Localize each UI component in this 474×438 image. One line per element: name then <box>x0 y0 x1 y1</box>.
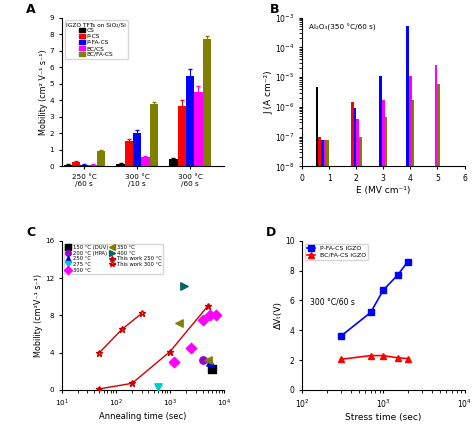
Bar <box>80 165 89 166</box>
Bar <box>202 39 211 166</box>
BC/FA-CS IGZO <box>395 355 401 360</box>
Bar <box>125 141 133 166</box>
This work 250 °C <box>205 304 210 309</box>
Bar <box>356 119 359 438</box>
This work 250 °C <box>97 386 102 392</box>
Line: This work 300 °C: This work 300 °C <box>96 310 145 356</box>
P-FA-CS IGZO <box>381 287 386 293</box>
Bar <box>351 102 354 438</box>
150 °C (DUV) <box>208 366 216 373</box>
Y-axis label: ΔVₜ(V): ΔVₜ(V) <box>274 301 283 329</box>
200 °C (HPA) <box>199 357 206 364</box>
Bar <box>133 133 141 166</box>
350 °C <box>176 319 183 326</box>
Bar <box>406 26 409 438</box>
Bar <box>412 100 414 438</box>
Line: This work 250 °C: This work 250 °C <box>96 303 211 392</box>
Bar <box>186 76 194 166</box>
Bar <box>319 137 321 438</box>
Text: 300 °C/60 s: 300 °C/60 s <box>310 297 355 307</box>
Bar <box>379 76 382 438</box>
P-FA-CS IGZO <box>368 310 374 315</box>
P-FA-CS IGZO <box>395 272 401 278</box>
Bar <box>384 117 387 438</box>
300 °C <box>188 344 195 351</box>
Bar <box>141 156 150 166</box>
BC/FA-CS IGZO <box>338 357 344 362</box>
X-axis label: Annealing time (sec): Annealing time (sec) <box>99 412 187 420</box>
This work 300 °C <box>119 327 125 332</box>
Bar <box>316 88 319 438</box>
P-FA-CS IGZO <box>405 259 410 265</box>
Line: P-FA-CS IGZO: P-FA-CS IGZO <box>338 259 410 339</box>
Text: D: D <box>266 226 276 240</box>
Text: C: C <box>26 226 35 240</box>
300 °C <box>171 358 178 365</box>
275 °C <box>154 384 162 391</box>
Line: BC/FA-CS IGZO: BC/FA-CS IGZO <box>338 353 410 362</box>
Bar <box>178 106 186 166</box>
Bar <box>354 108 356 438</box>
Text: A: A <box>26 3 36 16</box>
Legend: CS, P-CS, P-FA-CS, BC/CS, BC/FA-CS: CS, P-CS, P-FA-CS, BC/CS, BC/FA-CS <box>64 21 128 59</box>
Bar <box>324 140 327 438</box>
250 °C <box>206 358 214 365</box>
Bar <box>359 137 362 438</box>
300 °C <box>206 312 214 319</box>
P-FA-CS IGZO <box>338 334 344 339</box>
This work 300 °C <box>139 311 145 316</box>
Text: Al₂O₃(350 °C/60 s): Al₂O₃(350 °C/60 s) <box>309 24 375 31</box>
This work 250 °C <box>129 381 135 386</box>
400 °C <box>180 282 188 289</box>
X-axis label: E (MV cm⁻¹): E (MV cm⁻¹) <box>356 186 410 195</box>
This work 250 °C <box>167 349 173 354</box>
Y-axis label: J (A cm⁻²): J (A cm⁻²) <box>264 70 273 114</box>
300 °C <box>199 317 206 324</box>
Bar <box>435 65 438 438</box>
Text: B: B <box>270 3 279 16</box>
Bar <box>97 151 105 166</box>
Bar <box>72 162 80 166</box>
This work 300 °C <box>97 350 102 355</box>
Bar <box>409 76 412 438</box>
350 °C <box>204 357 211 364</box>
Bar <box>438 84 440 438</box>
X-axis label: Stress time (sec): Stress time (sec) <box>345 413 421 422</box>
Bar <box>150 104 158 166</box>
Bar <box>89 165 97 166</box>
Bar <box>64 165 72 166</box>
Bar <box>169 159 178 166</box>
Bar <box>117 164 125 166</box>
Bar <box>321 140 324 438</box>
Bar <box>194 92 202 166</box>
BC/FA-CS IGZO <box>368 353 374 358</box>
Y-axis label: Mobility (cm² V⁻¹ s⁻¹): Mobility (cm² V⁻¹ s⁻¹) <box>39 49 48 135</box>
Legend: P-FA-CS IGZO, BC/FA-CS IGZO: P-FA-CS IGZO, BC/FA-CS IGZO <box>305 244 368 260</box>
BC/FA-CS IGZO <box>405 356 410 361</box>
Bar <box>327 140 329 438</box>
Legend: 150 °C (DUV), 200 °C (HPA), 250 °C, 275 °C, 300 °C, 350 °C, 400 °C, This work 25: 150 °C (DUV), 200 °C (HPA), 250 °C, 275 … <box>64 244 163 274</box>
Bar <box>382 100 384 438</box>
Y-axis label: Mobility (cm²V⁻¹ s⁻¹): Mobility (cm²V⁻¹ s⁻¹) <box>34 274 43 357</box>
BC/FA-CS IGZO <box>381 353 386 358</box>
300 °C <box>212 312 219 319</box>
